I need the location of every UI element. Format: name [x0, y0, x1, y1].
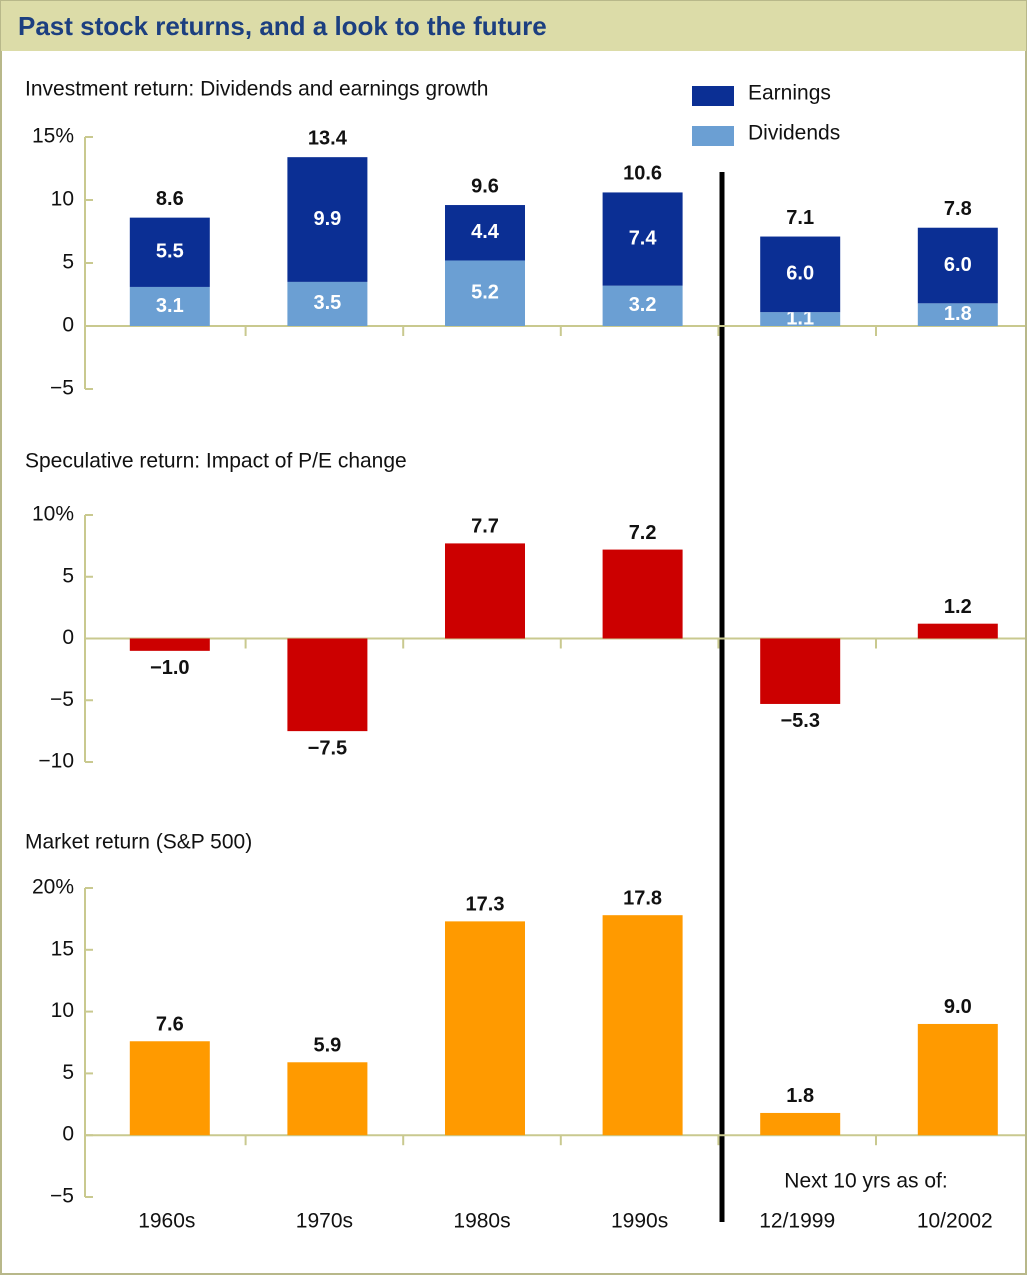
x-tick-label: 1970s	[296, 1210, 353, 1233]
value-label: −5.3	[780, 710, 819, 732]
panel-title: Investment return: Dividends and earning…	[25, 78, 488, 101]
bar	[917, 1023, 998, 1136]
y-tick-label: −5	[50, 377, 74, 400]
y-tick-label: 10%	[32, 503, 74, 526]
legend-label: Earnings	[748, 82, 831, 105]
bar	[760, 1112, 841, 1136]
segment-label: 7.4	[629, 227, 658, 249]
y-tick-label: 0	[62, 1123, 74, 1146]
value-label: 1.2	[944, 596, 972, 618]
bar-segment	[917, 227, 998, 304]
bar-segment	[760, 312, 841, 326]
bar-segment	[602, 192, 683, 286]
y-tick-label: 20%	[32, 876, 74, 899]
value-label: 9.0	[944, 996, 972, 1018]
segment-label: 1.1	[786, 307, 814, 329]
bar-segment	[129, 217, 210, 287]
bar	[287, 1062, 368, 1136]
x-tick-label: 1990s	[611, 1210, 668, 1233]
bar-segment	[445, 205, 525, 261]
segment-label: 3.5	[313, 292, 341, 314]
bar	[760, 638, 841, 704]
value-label: 1.8	[786, 1085, 814, 1107]
value-label: 17.3	[466, 894, 505, 916]
value-label: 7.7	[471, 516, 499, 538]
bar-segment	[287, 157, 368, 282]
total-label: 7.8	[944, 198, 972, 220]
x-tick-label: 1960s	[138, 1210, 195, 1233]
legend-swatch	[692, 86, 734, 106]
total-label: 10.6	[623, 163, 662, 185]
y-tick-label: −10	[38, 750, 74, 773]
segment-label: 5.5	[156, 241, 184, 263]
bar-segment	[760, 236, 841, 313]
total-label: 8.6	[156, 188, 184, 210]
total-label: 13.4	[308, 127, 348, 149]
bar-segment	[917, 303, 998, 326]
y-tick-label: 10	[51, 188, 74, 211]
panel-title: Speculative return: Impact of P/E change	[25, 450, 407, 473]
value-label: 7.2	[629, 522, 657, 544]
annotation: Next 10 yrs as of:	[784, 1170, 947, 1193]
bar-segment	[602, 285, 683, 326]
y-tick-label: −5	[50, 1185, 74, 1208]
x-tick-label: 1980s	[453, 1210, 510, 1233]
segment-label: 3.1	[156, 295, 184, 317]
bar-segment	[445, 260, 525, 326]
bar	[445, 543, 525, 639]
y-tick-label: 15%	[32, 125, 74, 148]
segment-label: 9.9	[313, 208, 341, 230]
bar-segment	[287, 281, 368, 326]
total-label: 9.6	[471, 175, 499, 197]
segment-label: 6.0	[944, 254, 972, 276]
total-label: 7.1	[786, 207, 814, 229]
y-tick-label: 10	[51, 999, 74, 1022]
segment-label: 4.4	[471, 221, 500, 243]
y-tick-label: 5	[62, 564, 74, 587]
bar	[129, 1041, 210, 1136]
bar	[602, 549, 683, 639]
bar-segment	[129, 286, 210, 326]
value-label: 7.6	[156, 1014, 184, 1036]
bar	[445, 921, 525, 1136]
segment-label: 1.8	[944, 303, 972, 325]
title-bar	[1, 1, 1026, 51]
x-tick-label: 10/2002	[917, 1210, 993, 1233]
value-label: 17.8	[623, 887, 662, 909]
x-tick-label: 12/1999	[759, 1210, 835, 1233]
legend-label: Dividends	[748, 122, 840, 145]
bar	[917, 623, 998, 639]
y-tick-label: 0	[62, 626, 74, 649]
page-title: Past stock returns, and a look to the fu…	[18, 11, 547, 41]
bar	[287, 638, 368, 732]
value-label: −7.5	[308, 737, 347, 759]
panel-title: Market return (S&P 500)	[25, 831, 252, 854]
y-tick-label: 5	[62, 1061, 74, 1084]
bar	[602, 915, 683, 1136]
segment-label: 6.0	[786, 263, 814, 285]
segment-label: 5.2	[471, 282, 499, 304]
segment-label: 3.2	[629, 294, 657, 316]
legend-swatch	[692, 126, 734, 146]
bar	[129, 638, 210, 651]
y-tick-label: −5	[50, 688, 74, 711]
value-label: −1.0	[150, 657, 189, 679]
value-label: 5.9	[313, 1035, 341, 1057]
y-tick-label: 5	[62, 251, 74, 274]
y-tick-label: 15	[51, 937, 74, 960]
y-tick-label: 0	[62, 314, 74, 337]
